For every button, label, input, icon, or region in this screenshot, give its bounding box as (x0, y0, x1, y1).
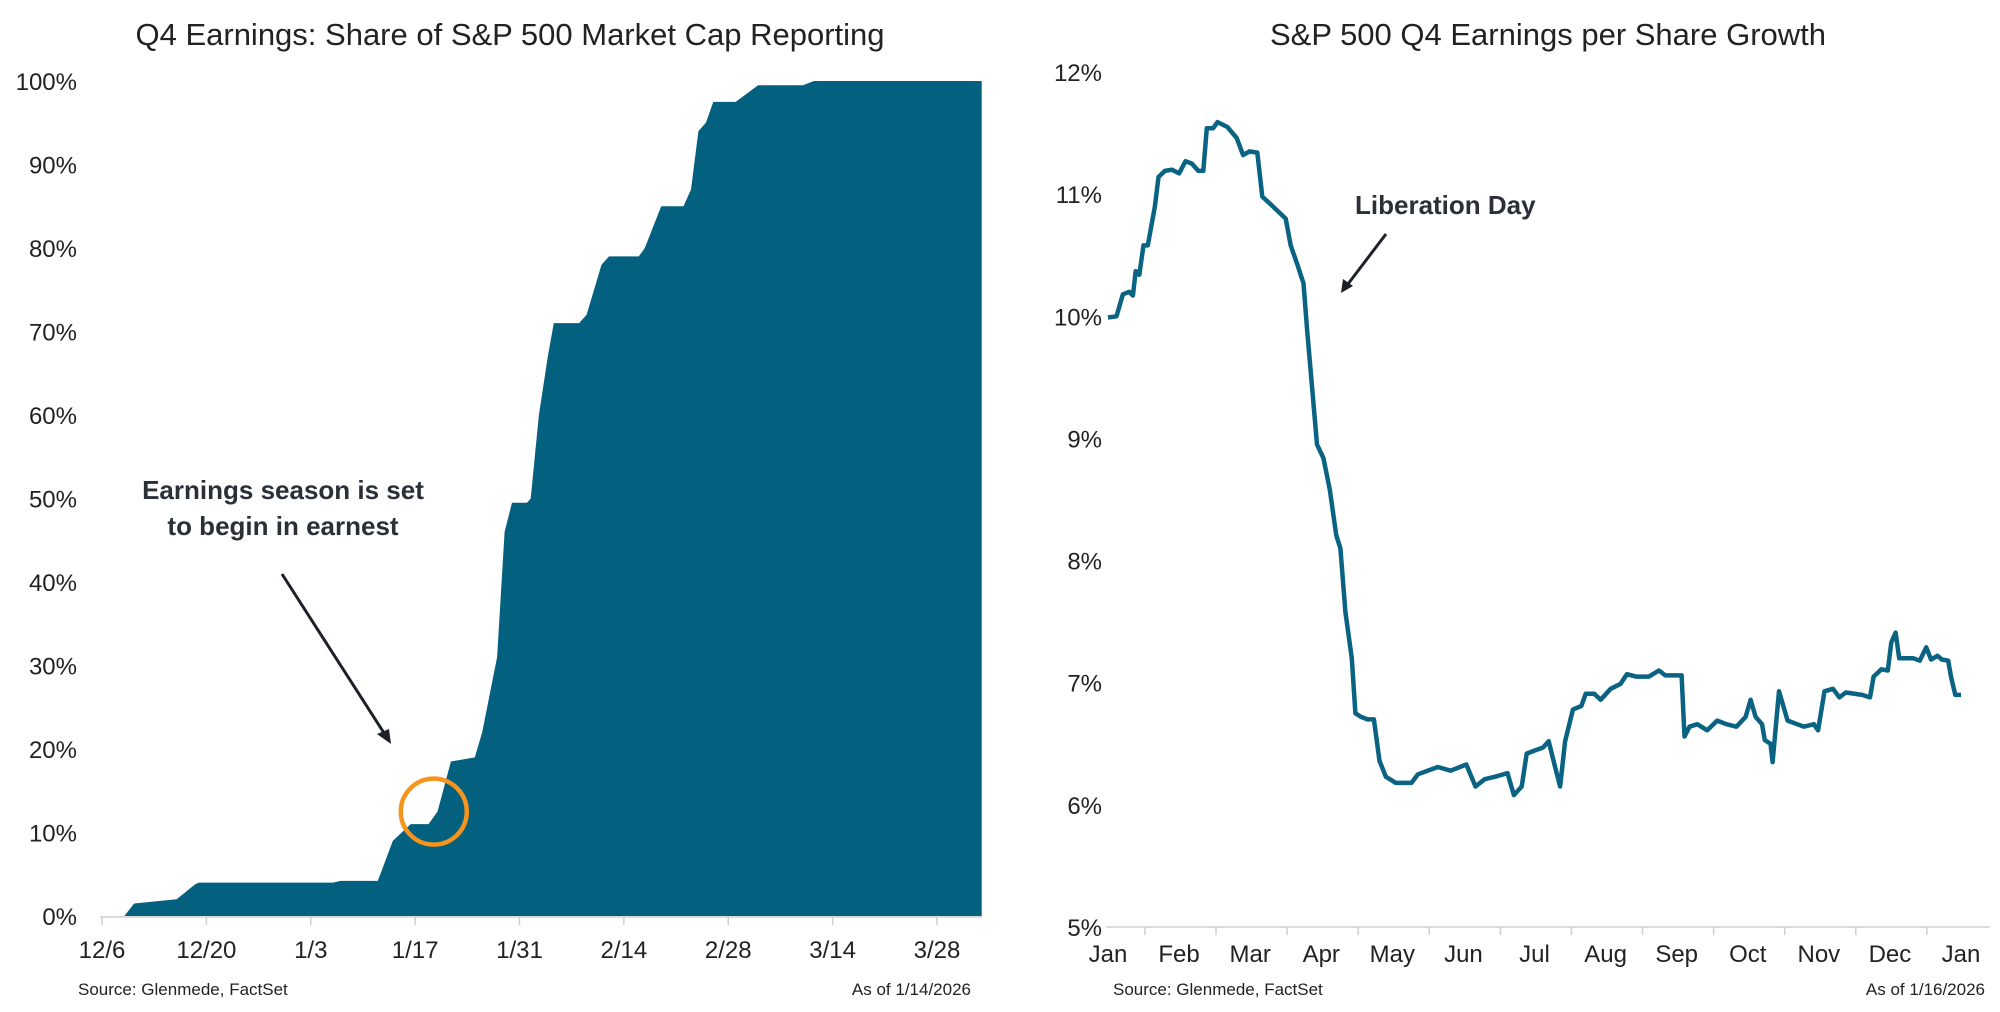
left-x-tick-label: 1/3 (294, 937, 327, 964)
left-y-tick-label: 20% (29, 737, 77, 764)
right-x-tick-label: May (1370, 941, 1415, 968)
right-x-tick-label: Oct (1729, 941, 1767, 968)
left-x-tick-label: 3/14 (809, 937, 856, 964)
liberation-day-label: Liberation Day (1355, 190, 1536, 220)
right-x-tick-label: Feb (1158, 941, 1199, 968)
right-y-tick-label: 10% (1054, 304, 1102, 331)
annotation-line-1: Earnings season is set (142, 475, 424, 505)
right-y-tick-label: 7% (1067, 671, 1102, 698)
right-source: Source: Glenmede, FactSet (1113, 980, 1323, 999)
left-y-tick-label: 80% (29, 236, 77, 263)
left-y-tick-label: 90% (29, 153, 77, 180)
left-y-tick-label: 30% (29, 654, 77, 681)
left-y-tick-label: 0% (42, 904, 77, 931)
right-x-tick-label: Aug (1584, 941, 1627, 968)
left-y-tick-label: 50% (29, 487, 77, 514)
annotation-arrow (280, 573, 391, 744)
left-y-tick-label: 60% (29, 403, 77, 430)
right-x-tick-label: Mar (1229, 941, 1270, 968)
left-chart: Q4 Earnings: Share of S&P 500 Market Cap… (16, 17, 982, 999)
right-as-of: As of 1/16/2026 (1866, 980, 1985, 999)
left-x-tick-label: 2/28 (705, 937, 752, 964)
right-x-tick-label: Dec (1869, 941, 1912, 968)
left-y-tick-label: 10% (29, 821, 77, 848)
right-x-tick-label: Jan (1089, 941, 1128, 968)
right-chart-title: S&P 500 Q4 Earnings per Share Growth (1270, 17, 1826, 52)
right-x-tick-label: Apr (1303, 941, 1340, 968)
reporting-share-area (124, 81, 982, 916)
left-x-tick-label: 1/17 (392, 937, 439, 964)
highlight-circle (398, 776, 470, 847)
right-y-tick-label: 9% (1067, 426, 1102, 453)
right-x-tick-label: Nov (1797, 941, 1840, 968)
left-x-tick-label: 3/28 (914, 937, 961, 964)
right-x-tick-label: Jul (1519, 941, 1550, 968)
right-y-tick-label: 12% (1054, 60, 1102, 87)
right-y-tick-label: 11% (1056, 182, 1102, 209)
left-as-of: As of 1/14/2026 (852, 980, 971, 999)
left-y-tick-label: 70% (29, 320, 77, 347)
right-y-tick-label: 8% (1067, 549, 1102, 576)
left-source: Source: Glenmede, FactSet (78, 980, 288, 999)
left-x-tick-label: 2/14 (601, 937, 648, 964)
right-y-tick-label: 5% (1067, 915, 1102, 942)
right-x-tick-label: Jun (1444, 941, 1483, 968)
right-x-tick-label: Jan (1942, 941, 1981, 968)
left-y-tick-label: 100% (16, 69, 77, 96)
right-x-tick-label: Sep (1655, 941, 1698, 968)
left-chart-title: Q4 Earnings: Share of S&P 500 Market Cap… (135, 17, 884, 52)
right-y-tick-label: 6% (1067, 793, 1102, 820)
left-x-tick-label: 1/31 (496, 937, 543, 964)
eps-growth-line (1107, 119, 1961, 798)
left-x-tick-label: 12/6 (79, 937, 126, 964)
left-x-tick-label: 12/20 (176, 937, 236, 964)
left-y-tick-label: 40% (29, 570, 77, 597)
liberation-day-arrow (1341, 233, 1388, 293)
annotation-line-2: to begin in earnest (167, 511, 398, 541)
right-chart: S&P 500 Q4 Earnings per Share Growth 5% 6… (1054, 17, 1990, 999)
